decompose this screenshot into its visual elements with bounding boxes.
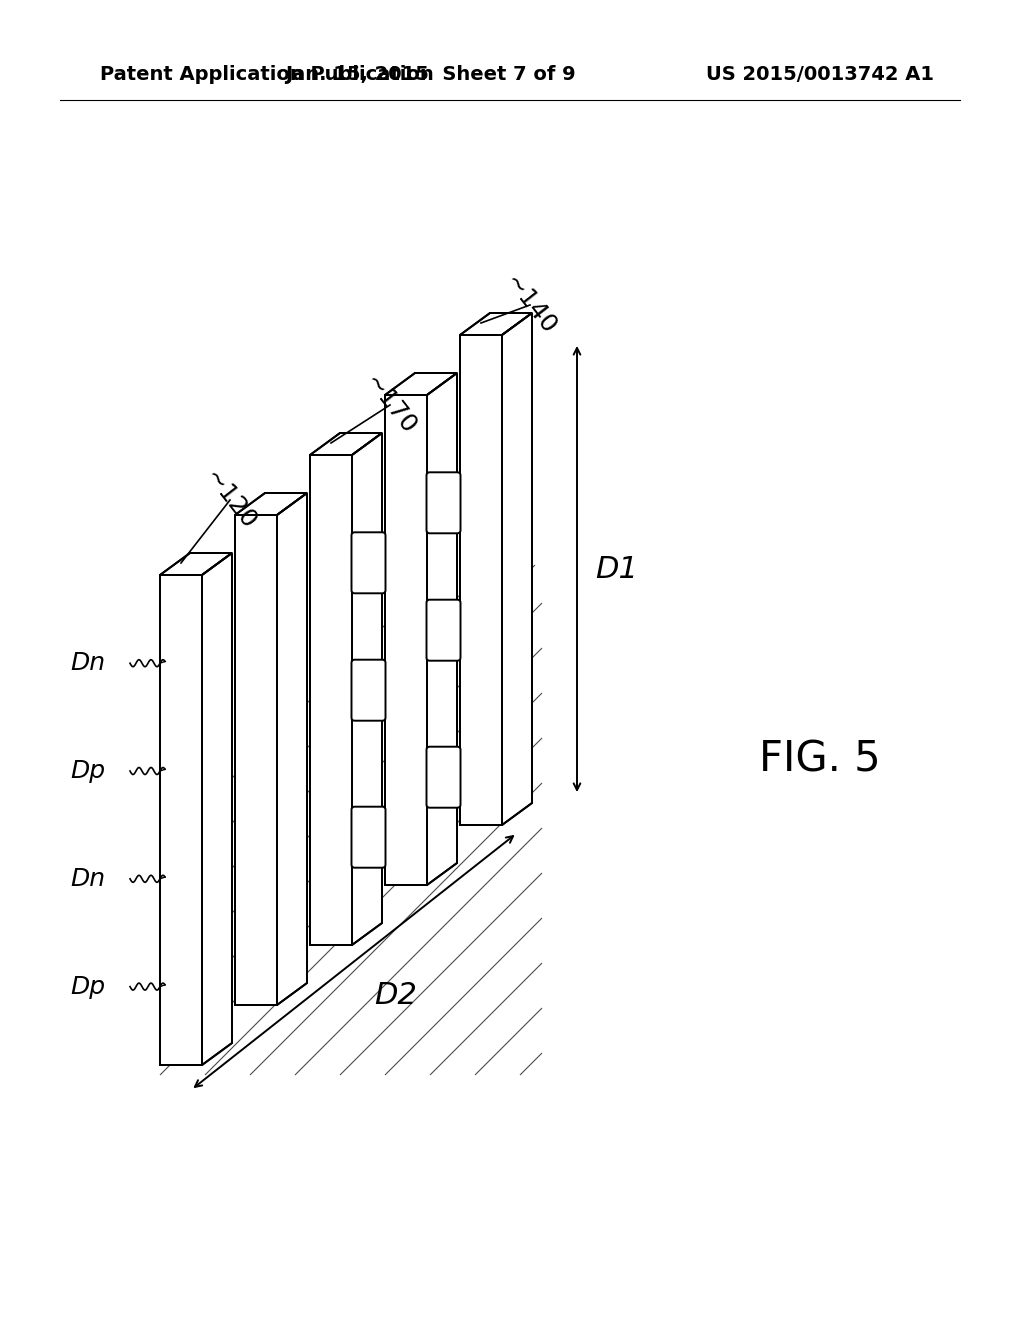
Text: US 2015/0013742 A1: US 2015/0013742 A1 (706, 66, 934, 84)
Polygon shape (234, 492, 307, 515)
Polygon shape (160, 576, 202, 1065)
FancyBboxPatch shape (351, 532, 385, 593)
Polygon shape (385, 395, 427, 884)
Text: D1: D1 (595, 554, 638, 583)
Text: Jan. 15, 2015  Sheet 7 of 9: Jan. 15, 2015 Sheet 7 of 9 (285, 66, 575, 84)
Polygon shape (160, 553, 232, 576)
Polygon shape (385, 374, 457, 395)
Text: D2: D2 (374, 982, 417, 1011)
FancyBboxPatch shape (427, 747, 461, 808)
Text: ~120: ~120 (200, 466, 260, 535)
Polygon shape (460, 313, 532, 335)
Polygon shape (502, 313, 532, 825)
Polygon shape (202, 553, 232, 1065)
FancyBboxPatch shape (351, 660, 385, 721)
Text: ~140: ~140 (500, 271, 560, 339)
Text: Dn: Dn (70, 651, 105, 676)
Polygon shape (234, 515, 278, 1005)
Polygon shape (310, 455, 352, 945)
Polygon shape (310, 433, 382, 455)
Text: ~170: ~170 (359, 371, 421, 440)
FancyBboxPatch shape (427, 473, 461, 533)
Text: Dp: Dp (70, 974, 105, 999)
FancyBboxPatch shape (351, 807, 385, 867)
Polygon shape (352, 433, 382, 945)
Text: FIG. 5: FIG. 5 (759, 739, 881, 781)
Text: Dn: Dn (70, 867, 105, 891)
Text: Dp: Dp (70, 759, 105, 783)
Polygon shape (427, 374, 457, 884)
FancyBboxPatch shape (427, 599, 461, 661)
Text: Patent Application Publication: Patent Application Publication (100, 66, 434, 84)
Polygon shape (460, 335, 502, 825)
Polygon shape (278, 492, 307, 1005)
